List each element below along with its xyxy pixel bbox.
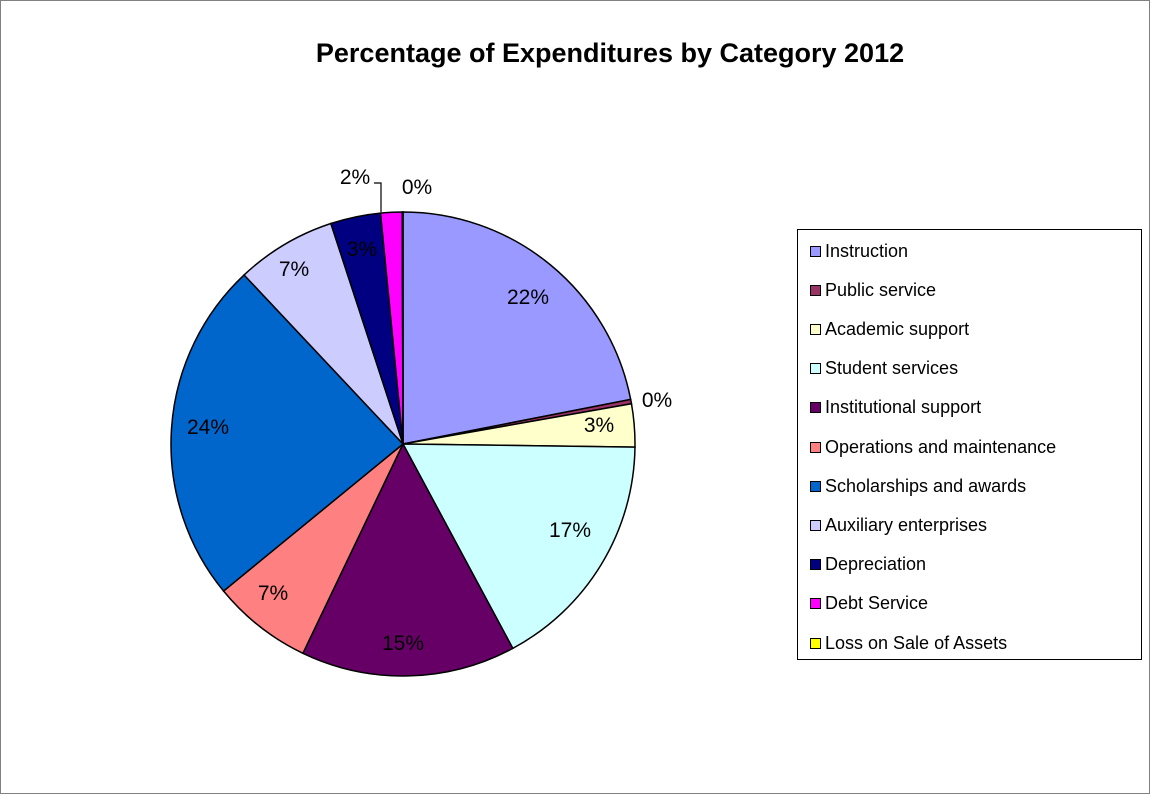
legend-swatch: [810, 480, 821, 492]
slice-label-depreciation: 3%: [347, 238, 377, 261]
legend-label: Instruction: [825, 240, 909, 261]
legend-swatch: [810, 519, 821, 531]
legend-item: Depreciation: [810, 552, 926, 578]
legend-label: Auxiliary enterprises: [825, 514, 988, 535]
pie-slice-institutional-support: [301, 442, 514, 677]
legend-label: Public service: [825, 279, 937, 300]
legend-label: Student services: [825, 358, 959, 379]
legend-item: Debt Service: [810, 591, 928, 617]
pie-slice-auxiliary-enterprises: [243, 222, 404, 445]
legend-swatch: [810, 363, 821, 375]
legend: Instruction Public service Academic suppor…: [797, 229, 1142, 660]
legend-swatch: [810, 284, 821, 296]
legend-item: Auxiliary enterprises: [810, 512, 987, 538]
legend-label: Loss on Sale of Assets: [825, 632, 1008, 653]
legend-swatch: [810, 323, 821, 335]
label-leader-line: [374, 182, 382, 212]
legend-item: Institutional support: [810, 395, 981, 421]
legend-item: Loss on Sale of Assets: [810, 630, 1007, 656]
slice-label-public-service: 0%: [642, 389, 672, 412]
legend-label: Depreciation: [825, 554, 927, 575]
pie-slice-instruction: [402, 211, 632, 445]
legend-swatch: [810, 637, 821, 649]
slice-label-academic-support: 3%: [584, 414, 614, 437]
legend-label: Institutional support: [825, 397, 982, 418]
legend-item: Operations and maintenance: [810, 434, 1056, 460]
legend-item: Academic support: [810, 316, 969, 342]
legend-label: Operations and maintenance: [825, 436, 1057, 457]
legend-label: Academic support: [825, 318, 970, 339]
legend-item: Scholarships and awards: [810, 473, 1026, 499]
legend-swatch: [810, 245, 821, 257]
pie-slice-student-services: [401, 443, 636, 650]
slice-label-scholarships-and-awards: 24%: [187, 416, 229, 439]
slice-label-instruction: 22%: [507, 286, 549, 309]
legend-item: Public service: [810, 277, 936, 303]
legend-swatch: [810, 441, 821, 453]
legend-swatch: [810, 402, 821, 414]
legend-item: Student services: [810, 356, 958, 382]
chart-title: Percentage of Expenditures by Category 2…: [315, 38, 905, 68]
legend-item: Instruction: [810, 238, 908, 264]
slice-label-auxiliary-enterprises: 7%: [279, 258, 309, 281]
legend-label: Debt Service: [825, 593, 929, 614]
pie-slice-operations-and-maintenance: [222, 443, 404, 655]
slice-label-student-services: 17%: [549, 519, 591, 542]
legend-swatch: [810, 598, 821, 610]
slice-label-debt-service: 2%: [340, 166, 370, 189]
legend-swatch: [810, 559, 821, 571]
slice-label-loss-on-sale-of-assets: 0%: [402, 176, 432, 199]
pie-slice-scholarships-and-awards: [170, 273, 405, 593]
slice-label-institutional-support: 15%: [382, 632, 424, 655]
slice-label-operations-and-maintenance: 7%: [258, 582, 288, 605]
pie-slice-loss-on-sale-of-assets: [401, 211, 404, 445]
legend-label: Scholarships and awards: [825, 475, 1027, 496]
